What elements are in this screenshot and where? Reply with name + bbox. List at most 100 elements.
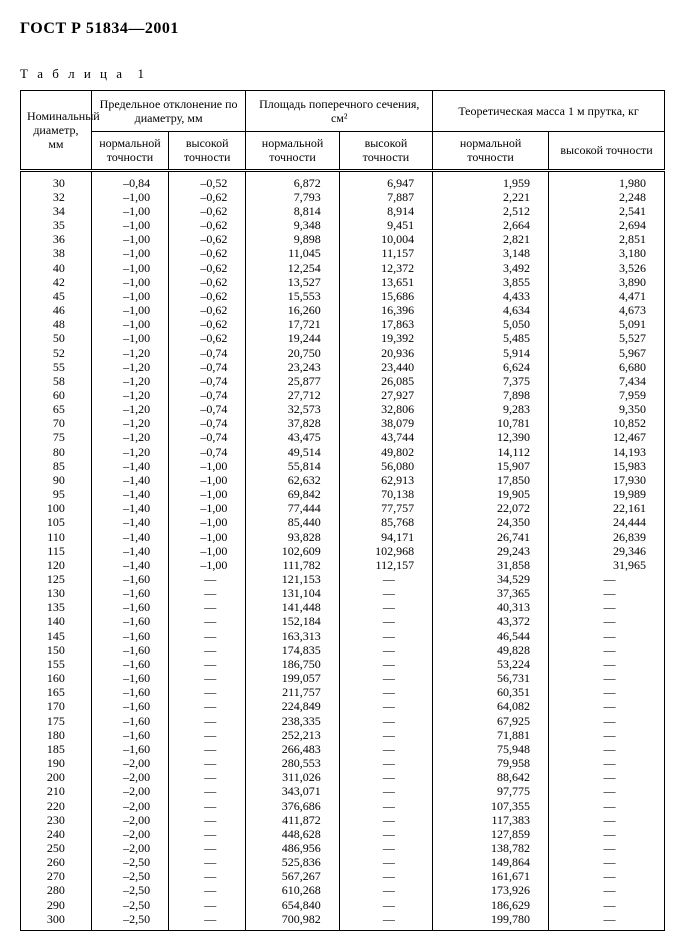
table-row: 120–1,40–1,00111,782112,15731,85831,965 <box>21 558 665 572</box>
cell-mn: 67,925 <box>433 714 549 728</box>
cell-an: 567,267 <box>246 869 339 883</box>
cell-dn: –1,40 <box>91 487 168 501</box>
cell-an: 102,609 <box>246 544 339 558</box>
cell-mn: 4,433 <box>433 289 549 303</box>
cell-ah: — <box>339 614 432 628</box>
cell-mh: — <box>549 883 665 897</box>
cell-mh: 7,959 <box>549 388 665 402</box>
table-row: 80–1,20–0,7449,51449,80214,11214,193 <box>21 445 665 459</box>
table-row: 32–1,00–0,627,7937,8872,2212,248 <box>21 190 665 204</box>
cell-an: 20,750 <box>246 346 339 360</box>
cell-mh: — <box>549 685 665 699</box>
table-row: 145–1,60—163,313—46,544— <box>21 629 665 643</box>
table-row: 95–1,40–1,0069,84270,13819,90519,989 <box>21 487 665 501</box>
cell-d: 110 <box>21 530 92 544</box>
cell-d: 80 <box>21 445 92 459</box>
cell-an: 131,104 <box>246 586 339 600</box>
cell-dn: –1,20 <box>91 360 168 374</box>
cell-dn: –1,40 <box>91 459 168 473</box>
cell-an: 11,045 <box>246 246 339 260</box>
cell-mh: 29,346 <box>549 544 665 558</box>
cell-an: 43,475 <box>246 430 339 444</box>
cell-ah: 26,085 <box>339 374 432 388</box>
cell-d: 48 <box>21 317 92 331</box>
cell-ah: — <box>339 572 432 586</box>
table-row: 85–1,40–1,0055,81456,08015,90715,983 <box>21 459 665 473</box>
cell-an: 448,628 <box>246 827 339 841</box>
cell-dh: — <box>169 728 246 742</box>
cell-dn: –1,00 <box>91 275 168 289</box>
cell-mh: 5,967 <box>549 346 665 360</box>
cell-dh: — <box>169 685 246 699</box>
cell-dn: –1,00 <box>91 303 168 317</box>
table-row: 270–2,50—567,267—161,671— <box>21 869 665 883</box>
cell-mh: — <box>549 869 665 883</box>
cell-ah: — <box>339 586 432 600</box>
cell-an: 12,254 <box>246 261 339 275</box>
cell-mn: 5,485 <box>433 331 549 345</box>
table-row: 105–1,40–1,0085,44085,76824,35024,444 <box>21 515 665 529</box>
cell-d: 220 <box>21 799 92 813</box>
cell-mn: 2,821 <box>433 232 549 246</box>
cell-mn: 2,512 <box>433 204 549 218</box>
cell-d: 200 <box>21 770 92 784</box>
table-row: 290–2,50—654,840—186,629— <box>21 898 665 912</box>
cell-d: 270 <box>21 869 92 883</box>
cell-mn: 79,958 <box>433 756 549 770</box>
cell-mh: 3,526 <box>549 261 665 275</box>
table-row: 250–2,00—486,956—138,782— <box>21 841 665 855</box>
table-row: 55–1,20–0,7423,24323,4406,6246,680 <box>21 360 665 374</box>
cell-d: 60 <box>21 388 92 402</box>
cell-dh: –0,74 <box>169 346 246 360</box>
cell-dh: –0,74 <box>169 402 246 416</box>
cell-mn: 12,390 <box>433 430 549 444</box>
table-row: 160–1,60—199,057—56,731— <box>21 671 665 685</box>
cell-an: 9,898 <box>246 232 339 246</box>
cell-dn: –1,60 <box>91 614 168 628</box>
cell-dn: –1,60 <box>91 586 168 600</box>
cell-mn: 199,780 <box>433 912 549 931</box>
cell-ah: 9,451 <box>339 218 432 232</box>
cell-ah: — <box>339 855 432 869</box>
cell-d: 95 <box>21 487 92 501</box>
cell-mh: — <box>549 714 665 728</box>
table-row: 175–1,60—238,335—67,925— <box>21 714 665 728</box>
cell-dh: –0,74 <box>169 416 246 430</box>
cell-d: 65 <box>21 402 92 416</box>
cell-ah: — <box>339 671 432 685</box>
cell-dh: –1,00 <box>169 530 246 544</box>
cell-dn: –2,50 <box>91 912 168 931</box>
table-row: 130–1,60—131,104—37,365— <box>21 586 665 600</box>
sub-normal: нормальной точности <box>91 132 168 170</box>
cell-dn: –1,60 <box>91 699 168 713</box>
cell-d: 32 <box>21 190 92 204</box>
cell-mn: 7,898 <box>433 388 549 402</box>
cell-an: 55,814 <box>246 459 339 473</box>
cell-d: 300 <box>21 912 92 931</box>
table-row: 190–2,00—280,553—79,958— <box>21 756 665 770</box>
cell-mn: 29,243 <box>433 544 549 558</box>
cell-d: 40 <box>21 261 92 275</box>
cell-an: 17,721 <box>246 317 339 331</box>
cell-mn: 15,907 <box>433 459 549 473</box>
table-row: 50–1,00–0,6219,24419,3925,4855,527 <box>21 331 665 345</box>
cell-dh: — <box>169 841 246 855</box>
table-row: 30–0,84–0,526,8726,9471,9591,980 <box>21 170 665 190</box>
cell-dn: –2,00 <box>91 799 168 813</box>
cell-mn: 6,624 <box>433 360 549 374</box>
cell-ah: — <box>339 841 432 855</box>
cell-d: 55 <box>21 360 92 374</box>
cell-dh: –1,00 <box>169 515 246 529</box>
cell-mh: — <box>549 756 665 770</box>
cell-d: 190 <box>21 756 92 770</box>
cell-mh: 2,851 <box>549 232 665 246</box>
cell-an: 77,444 <box>246 501 339 515</box>
cell-ah: — <box>339 714 432 728</box>
cell-d: 52 <box>21 346 92 360</box>
cell-dh: –0,62 <box>169 261 246 275</box>
cell-ah: — <box>339 883 432 897</box>
cell-dn: –2,50 <box>91 898 168 912</box>
table-row: 38–1,00–0,6211,04511,1573,1483,180 <box>21 246 665 260</box>
cell-mh: — <box>549 855 665 869</box>
cell-an: 85,440 <box>246 515 339 529</box>
